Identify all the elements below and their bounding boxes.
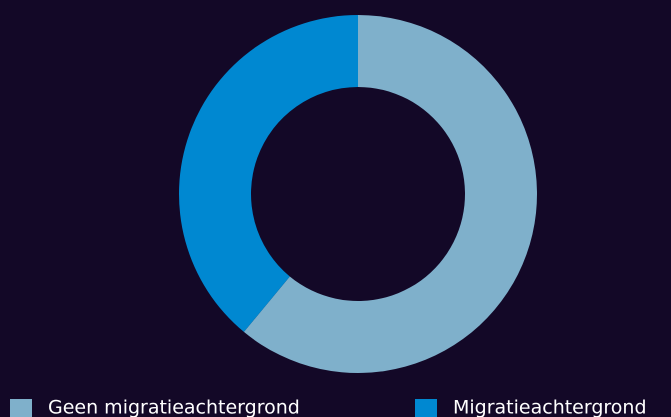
donut-slice [243,15,537,373]
legend-swatch [415,399,437,417]
donut-slice [179,15,358,332]
legend-label: Migratieachtergrond [453,397,647,417]
legend-swatch [10,399,32,417]
legend-label: Geen migratieachtergrond [48,397,300,417]
